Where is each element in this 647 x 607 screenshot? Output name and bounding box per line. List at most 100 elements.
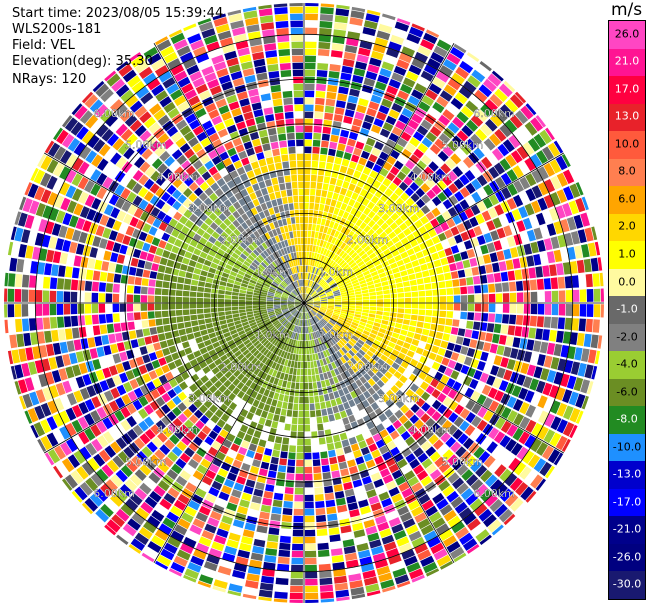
ppi-gate — [144, 496, 158, 509]
ppi-gate — [420, 381, 429, 391]
ppi-gate — [215, 330, 223, 337]
ppi-gate — [280, 256, 286, 263]
ppi-gate — [356, 402, 365, 411]
ppi-gate — [356, 273, 364, 279]
ppi-gate — [200, 441, 211, 452]
ppi-gate — [327, 322, 333, 328]
ppi-gate — [360, 242, 368, 250]
ppi-gate — [65, 407, 77, 421]
ppi-gate — [252, 326, 259, 332]
ppi-gate — [71, 279, 79, 291]
ppi-gate — [211, 231, 220, 240]
ppi-gate — [241, 104, 252, 114]
ppi-gate — [448, 183, 459, 194]
ppi-gate — [342, 264, 350, 271]
ppi-gate — [299, 287, 302, 294]
ppi-gate — [459, 187, 470, 198]
ppi-gate — [314, 367, 319, 375]
ppi-gate — [276, 400, 283, 408]
ppi-gate — [425, 89, 438, 101]
ppi-gate — [420, 39, 435, 51]
ppi-gate — [314, 203, 320, 211]
ppi-gate — [155, 367, 164, 377]
ppi-gate — [112, 138, 125, 151]
ppi-gate — [330, 463, 339, 472]
ppi-gate — [422, 349, 431, 358]
ppi-gate — [402, 518, 416, 529]
ppi-gate — [211, 288, 218, 294]
ppi-gate — [452, 381, 462, 392]
ppi-gate — [483, 410, 494, 422]
ppi-gate — [358, 499, 369, 508]
ppi-gate — [44, 263, 52, 276]
ppi-gate — [330, 199, 337, 207]
ppi-gate — [270, 513, 281, 522]
ppi-gate — [30, 261, 39, 274]
ppi-gate — [313, 210, 319, 217]
ppi-gate — [304, 188, 310, 196]
ppi-gate — [284, 336, 289, 344]
ppi-gate — [7, 288, 15, 302]
ppi-gate — [409, 254, 418, 262]
ppi-gate — [44, 330, 52, 343]
ppi-gate — [149, 103, 162, 116]
ppi-gate — [237, 256, 245, 263]
ppi-gate — [298, 280, 301, 287]
ppi-gate — [304, 529, 316, 537]
ppi-gate — [411, 297, 419, 303]
ppi-gate — [491, 445, 504, 458]
ppi-gate — [454, 92, 468, 105]
ppi-gate — [326, 311, 333, 316]
ppi-gate — [104, 148, 117, 161]
ppi-gate — [227, 449, 237, 459]
ppi-gate — [439, 560, 453, 570]
ppi-gate — [249, 233, 257, 241]
ppi-gate — [8, 319, 16, 333]
ppi-gate — [14, 289, 22, 302]
ppi-gate — [312, 139, 321, 147]
ppi-gate — [307, 230, 312, 238]
ppi-gate — [311, 160, 319, 168]
ppi-gate — [462, 376, 473, 387]
ppi-gate — [311, 231, 315, 238]
ppi-gate — [237, 549, 250, 559]
ppi-gate — [435, 266, 444, 275]
ppi-gate — [409, 568, 424, 580]
ppi-gate — [128, 266, 137, 276]
ppi-gate — [315, 409, 322, 417]
ppi-gate — [502, 314, 510, 324]
ppi-gate — [168, 252, 177, 261]
ppi-gate — [237, 505, 248, 515]
ppi-gate — [238, 296, 246, 300]
ppi-gate — [378, 23, 393, 34]
ppi-gate — [232, 219, 241, 228]
ppi-gate — [245, 210, 254, 219]
ppi-gate — [436, 180, 447, 191]
ppi-gate — [126, 246, 135, 257]
ppi-gate — [531, 392, 542, 406]
ppi-gate — [325, 349, 331, 357]
ppi-gate — [96, 346, 105, 358]
ppi-gate — [188, 441, 199, 452]
ppi-gate — [296, 266, 299, 273]
ppi-gate — [287, 276, 292, 283]
ppi-gate — [355, 342, 363, 349]
ppi-gate — [550, 357, 560, 370]
ppi-gate — [312, 459, 321, 467]
ppi-gate — [255, 256, 263, 264]
ppi-gate — [231, 306, 239, 311]
ppi-gate — [304, 174, 311, 182]
ppi-gate — [198, 394, 208, 404]
ppi-gate — [267, 163, 276, 172]
ppi-gate — [119, 244, 128, 255]
ppi-gate — [475, 381, 485, 393]
ppi-gate — [290, 308, 296, 313]
ppi-gate — [508, 134, 521, 149]
ppi-gate — [519, 416, 531, 430]
ppi-gate — [388, 486, 400, 497]
ppi-gate — [562, 422, 575, 437]
ppi-gate — [216, 68, 229, 78]
ppi-gate — [329, 281, 336, 286]
ppi-gate — [294, 300, 302, 303]
ppi-gate — [273, 299, 281, 302]
